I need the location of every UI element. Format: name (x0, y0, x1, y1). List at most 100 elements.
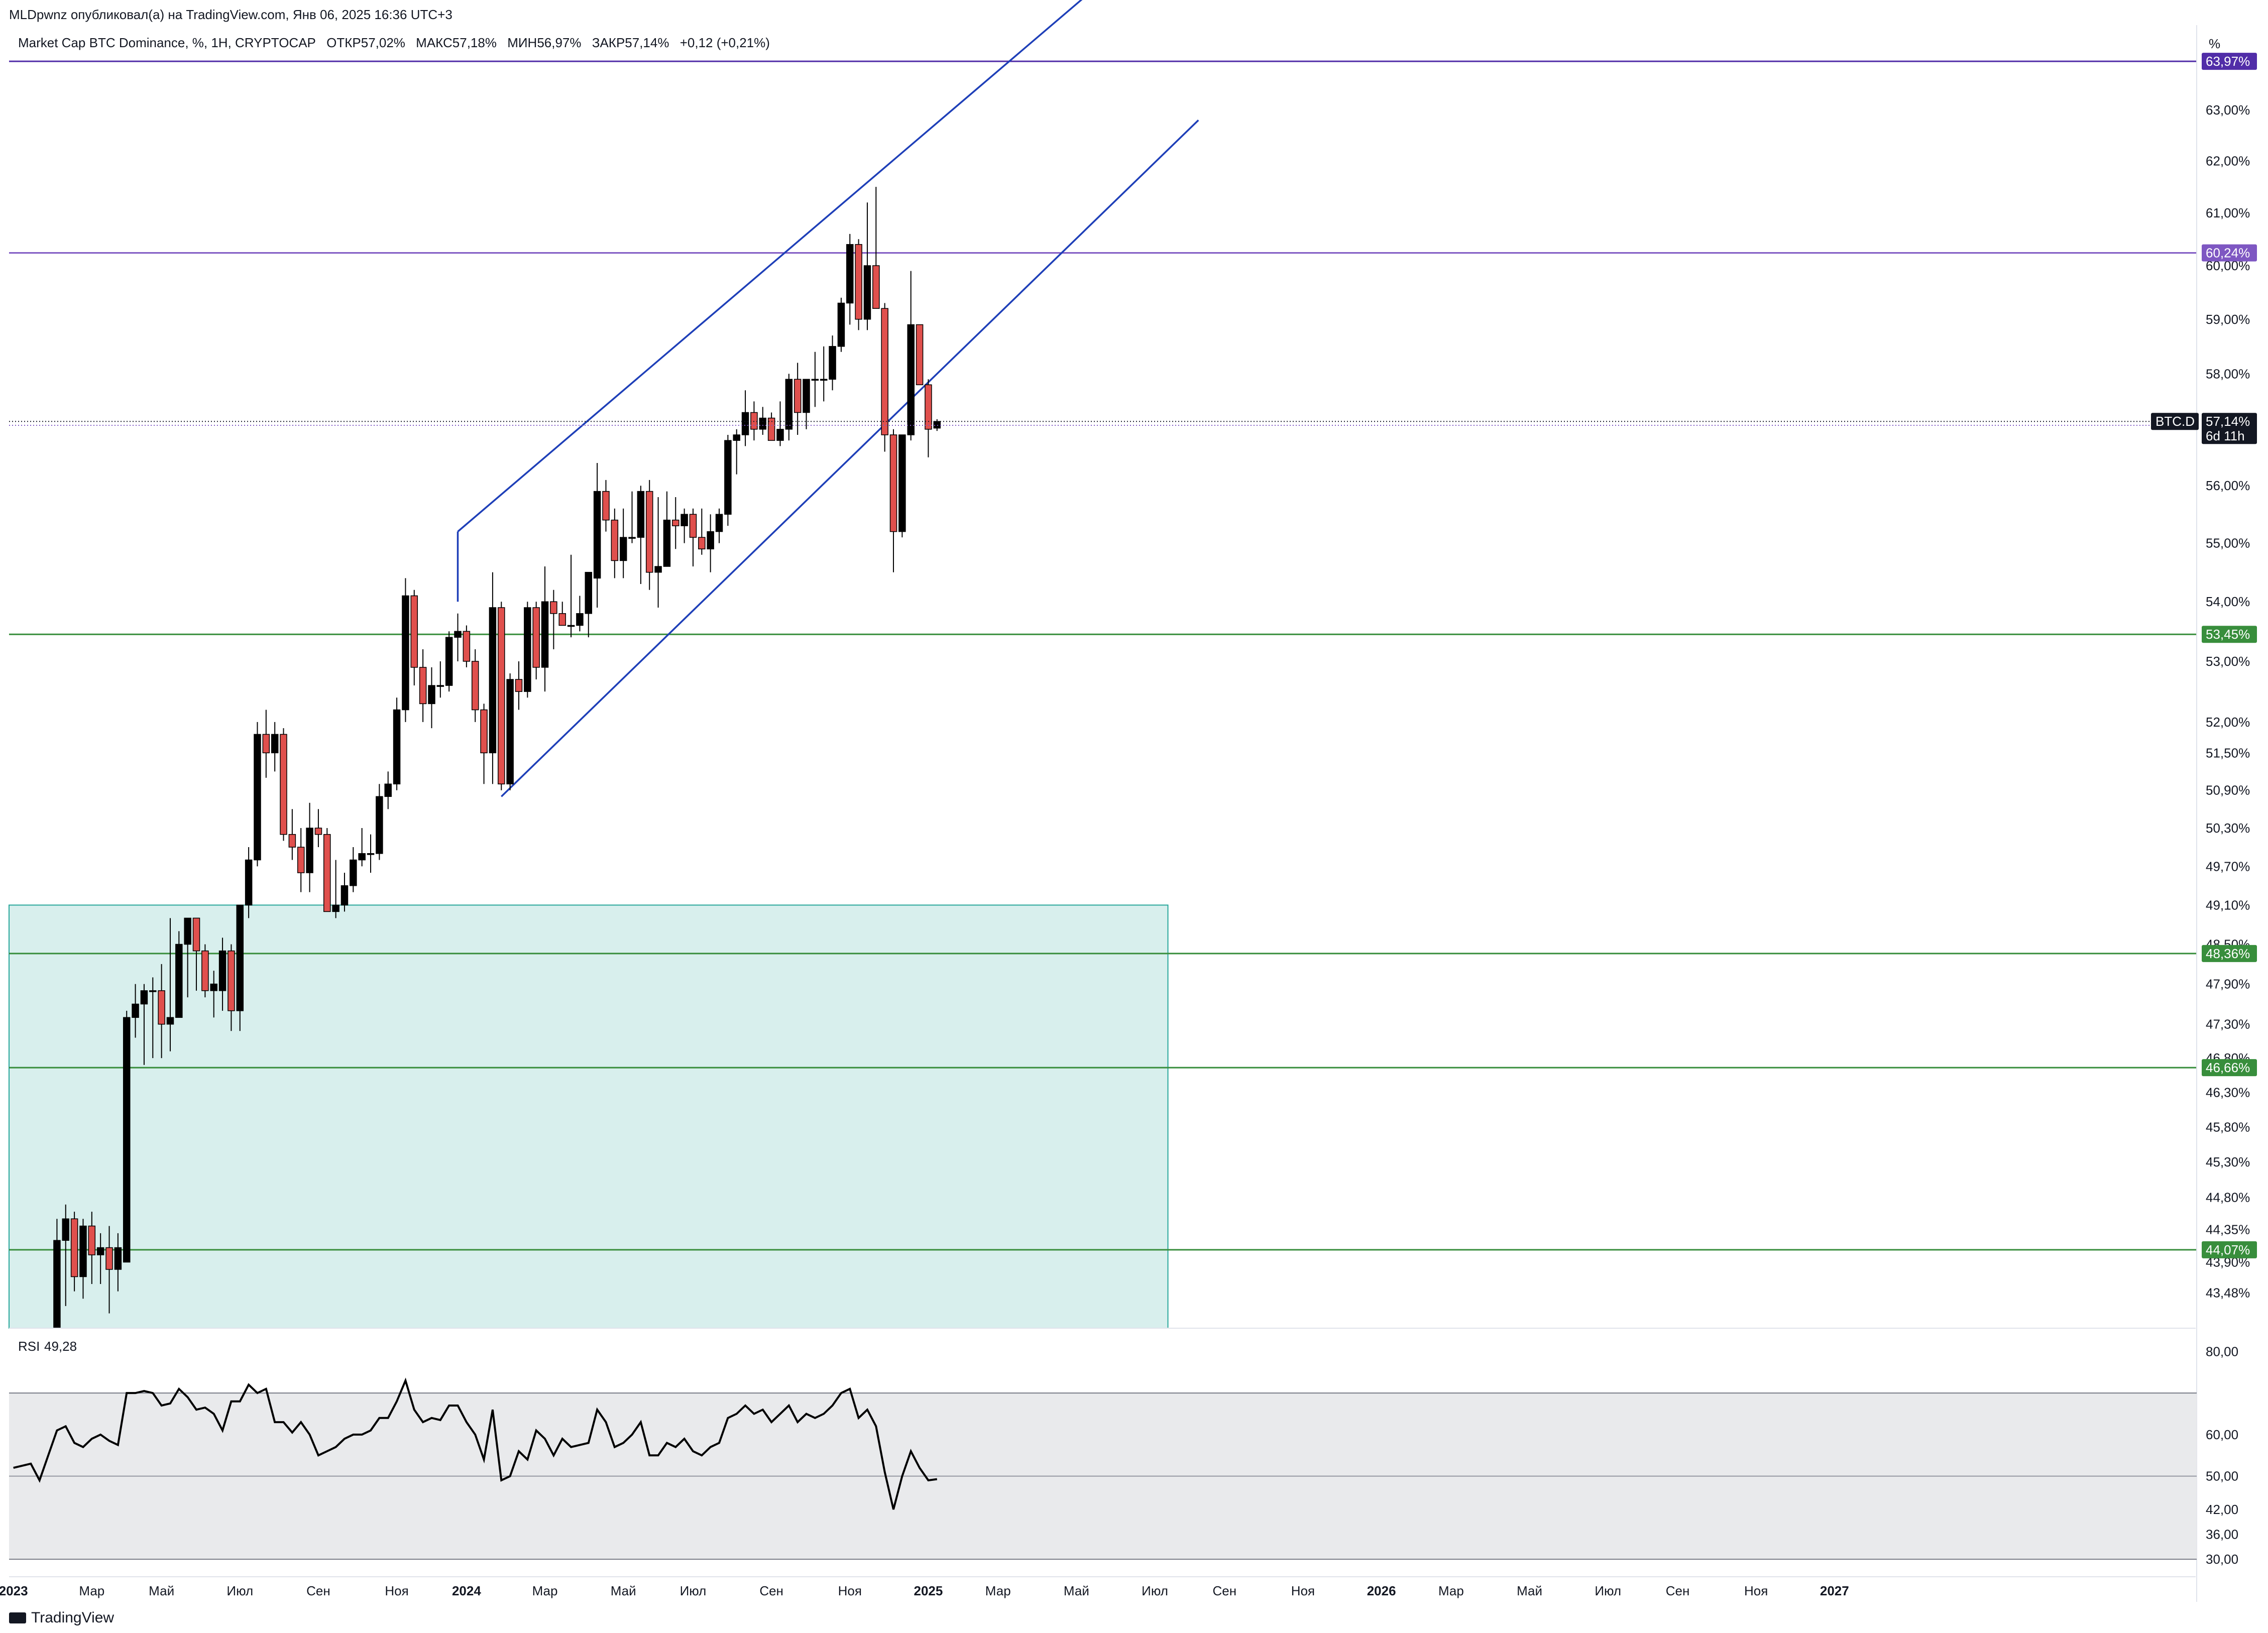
time-axis-label: Ноя (1291, 1583, 1315, 1598)
candle-body (498, 607, 505, 785)
candle-body (393, 709, 401, 785)
candle (681, 508, 688, 543)
candle-body (376, 796, 383, 854)
candle (210, 971, 217, 1018)
ohlc-low: МИН56,97% (507, 35, 582, 50)
candle-body (158, 990, 165, 1025)
candle-body (654, 566, 662, 573)
candle-body (297, 847, 305, 873)
symbol-legend[interactable]: Market Cap BTC Dominance, %, 1H, CRYPTOC… (18, 35, 777, 51)
rsi-axis-tick: 42,00 (2206, 1502, 2238, 1517)
candle-body (175, 944, 183, 1018)
candle-body (855, 244, 862, 320)
ohlc-high: МАКС57,18% (416, 35, 497, 50)
candle (358, 828, 366, 867)
candle (158, 964, 165, 1059)
candle (471, 649, 479, 722)
candle (228, 944, 235, 1031)
candle (123, 1010, 131, 1263)
candle-body (314, 828, 322, 835)
candle-body (837, 302, 845, 347)
candle (767, 412, 775, 441)
candle (489, 572, 497, 784)
candle (515, 661, 523, 710)
candle (506, 673, 514, 790)
candle (262, 710, 270, 778)
candle-body (70, 1218, 78, 1277)
candle (463, 625, 471, 667)
candle (637, 486, 645, 585)
candle (445, 631, 453, 692)
candle-body (341, 885, 349, 906)
price-axis-tick: 52,00% (2206, 715, 2250, 730)
candle (79, 1219, 87, 1299)
candle (863, 202, 871, 330)
candle-body (741, 412, 749, 435)
price-axis-tick: 49,10% (2206, 897, 2250, 912)
candle (323, 828, 331, 912)
candle (576, 596, 584, 632)
candle (236, 904, 244, 1031)
candle (271, 722, 279, 772)
candle-body (585, 571, 593, 614)
level-label-box (2202, 1059, 2257, 1077)
candle-body (123, 1017, 131, 1263)
price-axis-tick: 45,80% (2206, 1119, 2250, 1134)
candle-body (62, 1218, 70, 1241)
candle-body (898, 434, 906, 532)
candle (881, 303, 888, 452)
candle-body (593, 491, 601, 579)
candle-body (925, 384, 932, 430)
level-label: 53,45% (2206, 627, 2250, 642)
candle-body (306, 828, 313, 873)
candle-body (619, 537, 627, 561)
candle-body (288, 834, 296, 848)
time-axis-label: Сен (759, 1583, 783, 1598)
candle (628, 491, 636, 543)
candle-body (262, 734, 270, 754)
candle (820, 346, 828, 402)
candle (140, 984, 148, 1065)
rsi-axis-tick: 36,00 (2206, 1527, 2238, 1542)
price-axis-tick: 59,00% (2206, 312, 2250, 327)
candle (367, 834, 375, 873)
candle (254, 722, 261, 867)
candle (759, 407, 767, 435)
candle (567, 554, 575, 638)
price-axis-tick: 56,00% (2206, 478, 2250, 493)
bar-countdown: 6d 11h (2206, 428, 2245, 443)
candle-body (192, 917, 200, 952)
rsi-axis-tick: 80,00 (2206, 1344, 2238, 1359)
candle (785, 374, 793, 441)
price-axis-tick: 61,00% (2206, 205, 2250, 220)
candle-body (53, 1240, 61, 1329)
candle (428, 667, 435, 729)
rsi-value: 49,28 (44, 1339, 77, 1354)
ohlc-change: +0,12 (+0,21%) (679, 35, 770, 50)
candle (410, 590, 418, 686)
time-axis-label: 2025 (914, 1583, 943, 1598)
candle (402, 578, 409, 722)
tradingview-brand: TradingView (31, 1609, 115, 1626)
candle (280, 728, 287, 841)
price-axis-tick: 62,00% (2206, 154, 2250, 169)
time-axis-label: Ноя (838, 1583, 862, 1598)
candle-body (210, 983, 217, 991)
candle (114, 1233, 122, 1292)
candle (62, 1204, 70, 1306)
candle (916, 324, 924, 386)
candle (184, 917, 191, 998)
tradingview-logo[interactable]: TradingView (9, 1609, 114, 1626)
candle (585, 571, 593, 638)
price-axis-tick: 50,90% (2206, 783, 2250, 798)
candle (498, 602, 505, 790)
candle-body (489, 607, 497, 754)
time-axis-label: Сен (1666, 1583, 1690, 1598)
candle-body (733, 434, 740, 441)
candle-body (471, 661, 479, 711)
level-label-box (2202, 945, 2257, 962)
symbol-name: Market Cap BTC Dominance, %, 1H, CRYPTOC… (18, 35, 316, 50)
level-label: 46,66% (2206, 1060, 2250, 1075)
time-axis-label: Май (1517, 1583, 1542, 1598)
